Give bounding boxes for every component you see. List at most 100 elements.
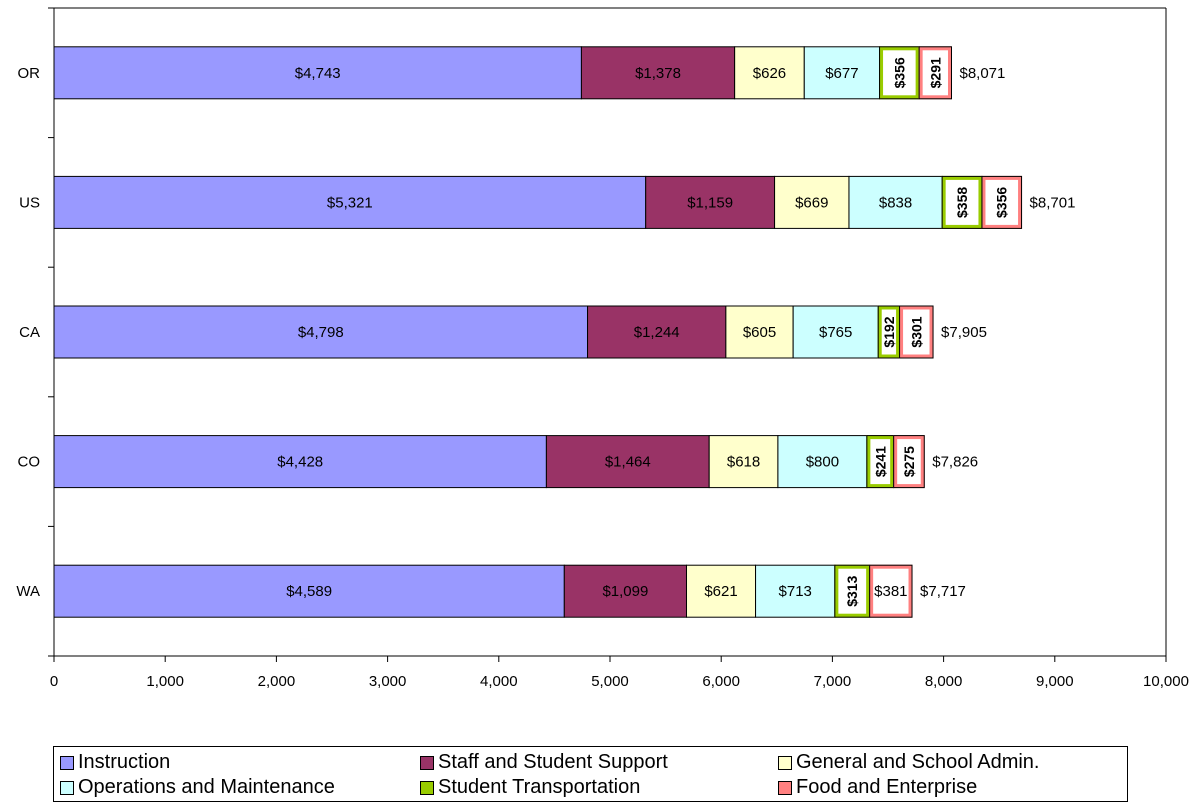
bar-co-staff-and-student-support bbox=[545, 435, 710, 489]
data-label-co-instruction: $4,428 bbox=[277, 454, 323, 471]
data-label-co-student-transportation: $241 bbox=[872, 446, 888, 477]
stacked-bar-chart: $4,743 $1,378 $626 $677 $356 $291 $8,071 $5,321… bbox=[16, 7, 1189, 690]
bar-ca-student-transportation bbox=[877, 305, 901, 359]
data-label-wa-student-transportation: $313 bbox=[844, 575, 860, 606]
data-label-wa-instruction: $4,589 bbox=[286, 583, 332, 600]
legend-label-instruction: Instruction bbox=[78, 751, 171, 773]
bar-wa-instruction bbox=[53, 564, 565, 618]
data-label-or-staff-and-student-support: $1,378 bbox=[635, 65, 681, 82]
data-label-wa-operations-and-maintenance: $713 bbox=[779, 583, 812, 600]
legend-label-staff-support: Staff and Student Support bbox=[438, 751, 668, 773]
legend: Instruction Staff and Student Support Ge… bbox=[53, 746, 1128, 802]
data-label-us-student-transportation: $358 bbox=[954, 187, 970, 218]
category-label-wa: WA bbox=[16, 583, 40, 600]
bar-outline-us-food-and-enterprise bbox=[981, 175, 1023, 229]
data-label-wa-food-and-enterprise: $381 bbox=[874, 583, 907, 600]
bar-ca-food-and-enterprise bbox=[899, 305, 934, 359]
bar-or-staff-and-student-support bbox=[580, 46, 736, 100]
data-label-or-general-and-school-admin: $626 bbox=[753, 65, 786, 82]
bar-us-student-transportation bbox=[941, 175, 983, 229]
data-label-ca-staff-and-student-support: $1,244 bbox=[634, 324, 680, 341]
legend-swatch-transportation bbox=[420, 780, 434, 795]
bar-or-general-and-school-admin bbox=[734, 46, 805, 100]
x-tick-label-10: 10,000 bbox=[1143, 673, 1189, 690]
data-label-co-operations-and-maintenance: $800 bbox=[806, 454, 839, 471]
bar-ca-staff-and-student-support bbox=[587, 305, 727, 359]
category-label-co: CO bbox=[18, 454, 41, 471]
x-tick-label-8: 8,000 bbox=[925, 673, 963, 690]
data-label-us-operations-and-maintenance: $838 bbox=[879, 194, 912, 211]
data-label-ca-operations-and-maintenance: $765 bbox=[819, 324, 852, 341]
data-label-co-food-and-enterprise: $275 bbox=[901, 446, 917, 477]
data-label-ca-food-and-enterprise: $301 bbox=[908, 316, 924, 347]
x-tick-label-7: 7,000 bbox=[814, 673, 852, 690]
x-tick-label-0: 0 bbox=[50, 673, 58, 690]
bar-us-instruction bbox=[53, 175, 647, 229]
bar-or-instruction bbox=[53, 46, 582, 100]
legend-item-staff-support: Staff and Student Support bbox=[420, 750, 668, 775]
total-label-or: $8,071 bbox=[959, 65, 1005, 82]
bars-layer: $4,743 $1,378 $626 $677 $356 $291 $8,071 $5,321… bbox=[53, 46, 1075, 618]
bar-or-student-transportation bbox=[879, 46, 920, 100]
legend-label-transportation: Student Transportation bbox=[438, 776, 641, 798]
x-tick-label-2: 2,000 bbox=[258, 673, 296, 690]
x-tick-label-6: 6,000 bbox=[702, 673, 740, 690]
bar-us-food-and-enterprise bbox=[981, 175, 1023, 229]
legend-item-food-enterprise: Food and Enterprise bbox=[778, 775, 977, 800]
bar-co-operations-and-maintenance bbox=[777, 435, 868, 489]
data-label-ca-general-and-school-admin: $605 bbox=[743, 324, 776, 341]
data-label-or-food-and-enterprise: $291 bbox=[927, 57, 943, 88]
legend-label-operations: Operations and Maintenance bbox=[78, 776, 335, 798]
total-label-co: $7,826 bbox=[932, 454, 978, 471]
legend-swatch-food-enterprise bbox=[778, 780, 792, 795]
bar-wa-general-and-school-admin bbox=[686, 564, 757, 618]
legend-item-operations: Operations and Maintenance bbox=[60, 775, 335, 800]
data-label-wa-staff-and-student-support: $1,099 bbox=[602, 583, 648, 600]
total-label-ca: $7,905 bbox=[941, 324, 987, 341]
x-tick-label-5: 5,000 bbox=[591, 673, 629, 690]
bar-wa-student-transportation bbox=[834, 564, 871, 618]
total-label-wa: $7,717 bbox=[920, 583, 966, 600]
legend-swatch-operations bbox=[60, 780, 74, 795]
bar-co-student-transportation bbox=[866, 435, 895, 489]
x-tick-label-4: 4,000 bbox=[480, 673, 518, 690]
data-label-us-general-and-school-admin: $669 bbox=[795, 194, 828, 211]
bar-wa-staff-and-student-support bbox=[563, 564, 688, 618]
legend-item-transportation: Student Transportation bbox=[420, 775, 640, 800]
data-label-co-general-and-school-admin: $618 bbox=[727, 454, 760, 471]
legend-swatch-staff-support bbox=[420, 755, 434, 770]
bar-us-operations-and-maintenance bbox=[848, 175, 943, 229]
data-label-or-operations-and-maintenance: $677 bbox=[825, 65, 858, 82]
bar-co-food-and-enterprise bbox=[893, 435, 925, 489]
axes-layer: 0 1,000 2,000 3,000 4,000 5,000 6,000 7,000 8,00… bbox=[16, 7, 1189, 690]
legend-item-general-admin: General and School Admin. bbox=[778, 750, 1040, 775]
legend-swatch-instruction bbox=[60, 755, 74, 770]
data-label-us-food-and-enterprise: $356 bbox=[994, 187, 1010, 218]
bar-ca-general-and-school-admin bbox=[725, 305, 794, 359]
x-tick-label-3: 3,000 bbox=[369, 673, 407, 690]
bar-wa-food-and-enterprise bbox=[869, 564, 913, 618]
data-label-co-staff-and-student-support: $1,464 bbox=[605, 454, 651, 471]
legend-item-instruction: Instruction bbox=[60, 750, 170, 775]
legend-label-food-enterprise: Food and Enterprise bbox=[796, 776, 978, 798]
bar-outline-co-food-and-enterprise bbox=[893, 435, 925, 489]
data-label-ca-instruction: $4,798 bbox=[298, 324, 344, 341]
bar-outline-wa-food-and-enterprise bbox=[869, 564, 913, 618]
bar-co-instruction bbox=[53, 435, 547, 489]
category-label-us: US bbox=[19, 194, 40, 211]
data-label-us-staff-and-student-support: $1,159 bbox=[687, 194, 733, 211]
data-label-ca-student-transportation: $192 bbox=[881, 316, 897, 347]
legend-label-general-admin: General and School Admin. bbox=[796, 751, 1040, 773]
data-label-us-instruction: $5,321 bbox=[327, 194, 373, 211]
bar-co-general-and-school-admin bbox=[708, 435, 779, 489]
bar-outline-ca-food-and-enterprise bbox=[899, 305, 934, 359]
x-tick-label-1: 1,000 bbox=[146, 673, 184, 690]
bar-wa-operations-and-maintenance bbox=[755, 564, 836, 618]
x-tick-label-9: 9,000 bbox=[1036, 673, 1074, 690]
data-label-or-instruction: $4,743 bbox=[295, 65, 341, 82]
bar-ca-operations-and-maintenance bbox=[792, 305, 879, 359]
bar-or-food-and-enterprise bbox=[918, 46, 952, 100]
data-label-wa-general-and-school-admin: $621 bbox=[704, 583, 737, 600]
bar-outline-or-food-and-enterprise bbox=[918, 46, 952, 100]
bar-ca-instruction bbox=[53, 305, 589, 359]
